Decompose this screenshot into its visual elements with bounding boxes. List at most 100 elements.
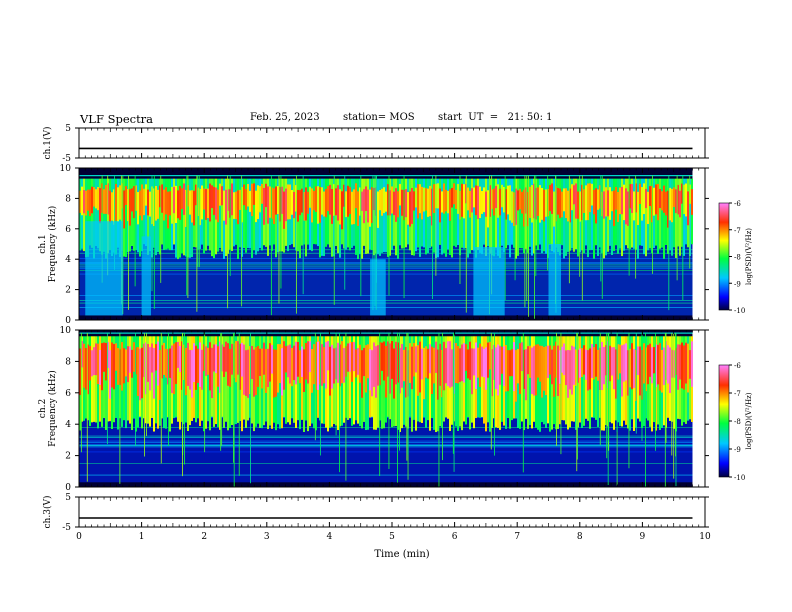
sferic-core	[357, 191, 359, 226]
sferic-core	[397, 342, 399, 383]
sferic-column	[365, 178, 367, 254]
sferic-core	[471, 348, 473, 395]
sferic-core	[337, 342, 339, 383]
sferic-core	[387, 184, 389, 216]
colorbar	[718, 202, 730, 311]
sferic-column	[519, 178, 521, 249]
sferic-core	[125, 186, 127, 206]
sferic-core	[641, 187, 643, 221]
sferic-column	[489, 336, 491, 432]
sferic-core	[125, 349, 127, 377]
sferic-column	[107, 336, 109, 422]
sferic-core	[303, 349, 305, 392]
sferic-core	[253, 349, 255, 397]
sferic-core	[663, 347, 665, 386]
sferic-core	[519, 188, 521, 210]
sferic-column	[389, 178, 391, 256]
colorbar-tick-label: -7	[734, 227, 741, 235]
sferic-core	[145, 184, 147, 206]
sferic-core	[287, 345, 289, 378]
sferic-core	[305, 187, 307, 221]
station-label: station= MOS	[343, 112, 415, 123]
colorbar-label: log(PSD)(V²/Hz)	[745, 392, 753, 449]
sferic-core	[169, 191, 171, 216]
sferic-column	[517, 178, 519, 256]
sferic-column	[415, 178, 417, 252]
sferic-core	[689, 350, 691, 379]
y-axis-label: Frequency (kHz)	[47, 370, 58, 447]
sferic-core	[353, 342, 355, 372]
sferic-column	[681, 178, 683, 247]
sferic-core	[475, 342, 477, 389]
sferic-core	[105, 342, 107, 381]
sferic-core	[269, 343, 271, 382]
sferic-core	[87, 189, 89, 211]
sferic-column	[483, 336, 485, 424]
sferic-core	[517, 190, 519, 211]
sferic-core	[509, 185, 511, 221]
sferic-core	[165, 348, 167, 378]
sferic-core	[267, 348, 269, 388]
sferic-core	[99, 188, 101, 224]
sferic-column	[563, 336, 565, 421]
sferic-column	[473, 336, 475, 429]
sferic-column	[615, 178, 617, 246]
sferic-core	[163, 342, 165, 375]
sferic-column	[251, 178, 253, 258]
sferic-core	[411, 346, 413, 390]
sferic-core	[267, 186, 269, 224]
sferic-core	[309, 186, 311, 208]
sferic-core	[399, 183, 401, 206]
sferic-core	[501, 184, 503, 208]
sferic-core	[613, 347, 615, 390]
sferic-column	[367, 336, 369, 430]
sferic-core	[439, 343, 441, 386]
sferic-core	[561, 191, 563, 218]
sferic-core	[191, 190, 193, 223]
sferic-core	[81, 186, 83, 216]
y-tick-label: 0	[65, 483, 71, 493]
sferic-core	[445, 348, 447, 384]
sferic-core	[307, 191, 309, 214]
sferic-core	[509, 350, 511, 377]
colorbar-tick-label: -10	[734, 474, 745, 482]
sferic-core	[501, 346, 503, 374]
sferic-core	[485, 191, 487, 217]
sferic-column	[571, 178, 573, 249]
sferic-column	[139, 178, 141, 257]
sferic-column	[573, 178, 575, 252]
sferic-core	[177, 190, 179, 219]
sferic-core	[139, 348, 141, 401]
sferic-core	[579, 348, 581, 378]
sferic-core	[343, 348, 345, 383]
sferic-core	[209, 342, 211, 391]
sferic-core	[683, 345, 685, 390]
sferic-core	[481, 191, 483, 214]
sferic-core	[655, 344, 657, 388]
sferic-column	[621, 178, 623, 257]
sferic-core	[551, 349, 553, 385]
colorbar-tick-label: -6	[734, 362, 741, 370]
sferic-core	[261, 183, 263, 204]
sferic-core	[255, 190, 257, 223]
sferic-column	[145, 178, 147, 246]
sferic-core	[99, 349, 101, 385]
sferic-core	[385, 345, 387, 398]
sferic-core	[449, 341, 451, 388]
y-tick-label: 8	[65, 357, 71, 367]
sferic-column	[481, 336, 483, 418]
sferic-column	[155, 336, 157, 424]
sferic-core	[149, 347, 151, 391]
sferic-core	[597, 189, 599, 210]
sferic-core	[539, 185, 541, 223]
sferic-core	[121, 342, 123, 391]
sferic-core	[569, 188, 571, 223]
sferic-core	[481, 346, 483, 377]
sferic-core	[363, 189, 365, 224]
sferic-core	[131, 188, 133, 212]
sferic-core	[647, 345, 649, 385]
sferic-core	[429, 185, 431, 217]
colorbar	[718, 364, 730, 478]
sferic-core	[619, 344, 621, 374]
x-tick-label: 7	[514, 532, 520, 542]
